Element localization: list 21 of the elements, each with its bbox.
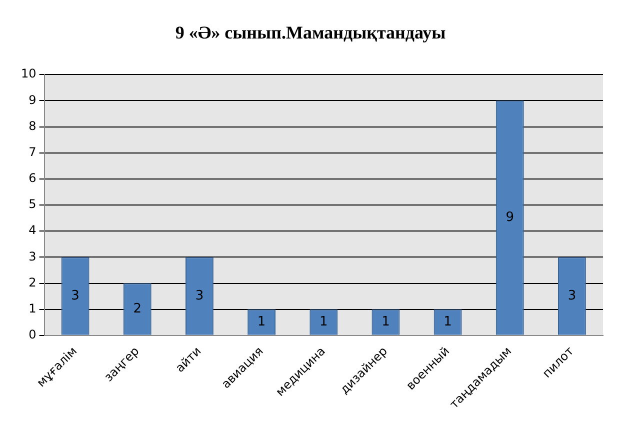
y-tick-label: 4 [28,223,36,238]
data-label: 2 [133,301,142,316]
data-label: 1 [257,314,266,330]
data-label: 3 [71,288,80,304]
y-tick-label: 6 [28,171,36,186]
y-tick-label: 0 [28,328,36,342]
data-label: 3 [195,288,204,304]
y-tick-label: 8 [28,118,36,133]
data-label: 9 [506,210,514,226]
y-tick-label: 10 [20,66,36,81]
y-tick-label: 9 [28,92,36,107]
y-tick-label: 3 [28,249,36,264]
y-tick-label: 7 [28,144,36,159]
y-tick-label: 5 [28,197,36,212]
y-tick-label: 1 [28,301,36,316]
chart-title: 9 «Ә» сынып.Мамандықтандауы [175,22,446,42]
data-label: 1 [382,314,390,330]
data-label: 3 [568,288,576,304]
y-tick-label: 2 [28,275,36,290]
data-label: 1 [319,314,328,330]
data-label: 1 [444,314,452,330]
